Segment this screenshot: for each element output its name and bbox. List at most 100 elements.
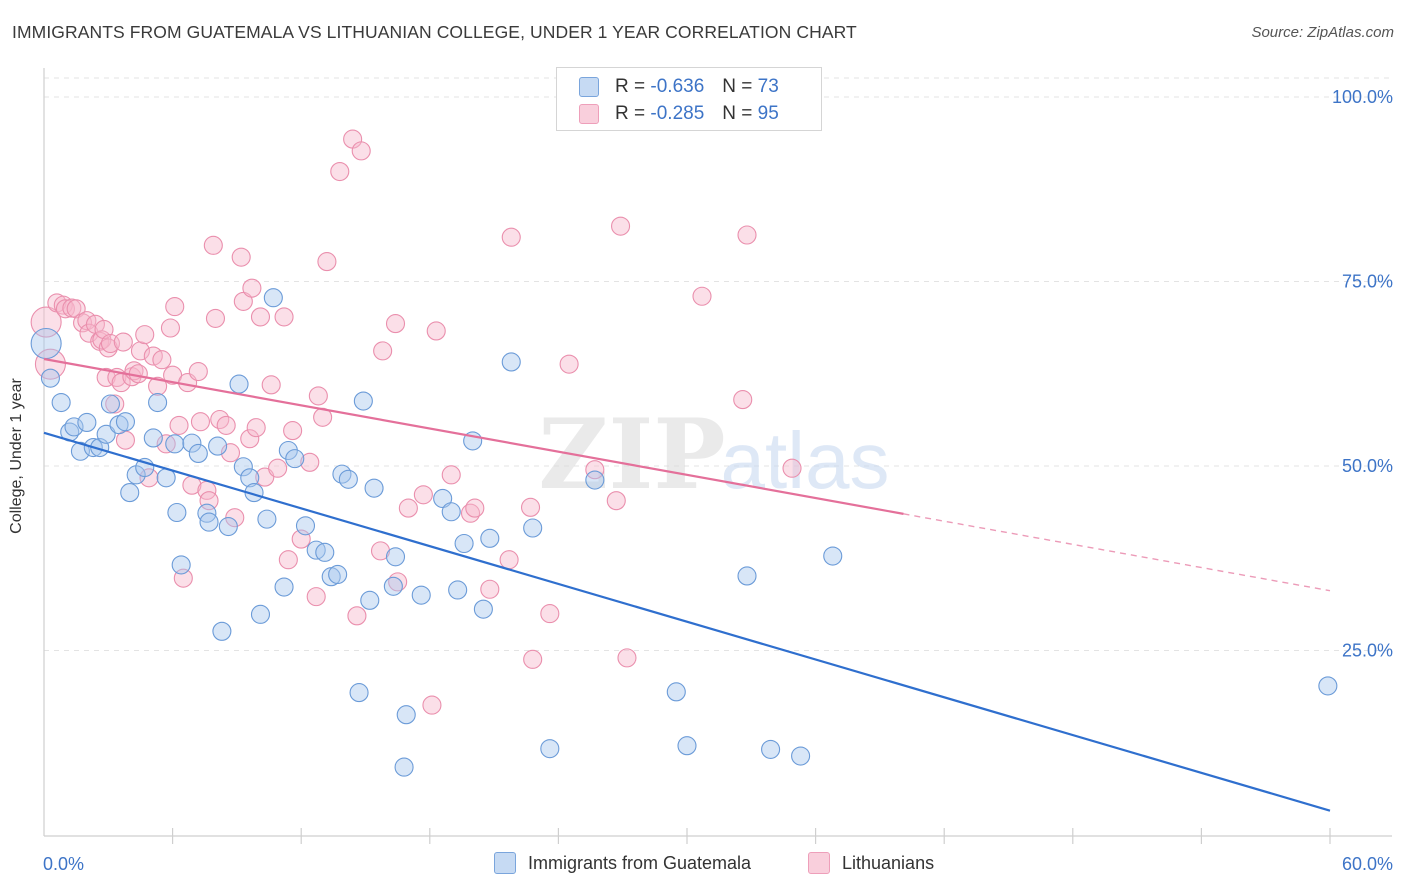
guatemala-point (585, 470, 605, 490)
lithuanians-point (94, 319, 114, 340)
guatemala-point (64, 417, 84, 437)
lithuanians-point (733, 390, 753, 410)
guatemala-point (30, 327, 62, 360)
guatemala-point (100, 394, 120, 414)
guatemala-point (167, 502, 187, 523)
guatemala-point (274, 577, 294, 597)
lithuanians-point (203, 235, 223, 255)
guatemala-point (454, 533, 474, 554)
guatemala-point (285, 449, 305, 469)
guatemala-point (165, 434, 185, 454)
lithuanians-point (130, 341, 150, 361)
guatemala-point (115, 412, 135, 432)
lithuanians-point (501, 227, 521, 247)
lithuanians-point (283, 421, 303, 441)
guatemala-point (353, 391, 373, 411)
lithuanians-point (55, 299, 75, 319)
legend-item-guatemala: Immigrants from Guatemala (494, 852, 751, 874)
y-tick-label: 75.0% (1342, 272, 1393, 292)
legend-swatch-blue (494, 852, 516, 874)
lithuanians-point (559, 354, 579, 374)
lithuanians-point (422, 695, 442, 715)
x-tick-label: 0.0% (43, 854, 84, 874)
guatemala-point (394, 757, 414, 777)
watermark-atlas: atlas (721, 416, 890, 505)
lithuanians-point (465, 498, 485, 518)
lithuanians-point (692, 286, 712, 306)
stats-legend-row-lithuanians: R = -0.285 N = 95 (579, 102, 779, 126)
guatemala-point (229, 374, 249, 394)
lithuanians-point (617, 648, 637, 668)
legend-r-label: R = (615, 103, 646, 124)
guatemala-point (523, 518, 543, 538)
guatemala-point (540, 739, 560, 759)
lithuanians-point (242, 278, 262, 298)
guatemala-point (240, 468, 260, 488)
lithuanians-point (737, 225, 757, 245)
x-tick-label: 60.0% (1342, 854, 1393, 874)
guatemala-point (448, 580, 468, 600)
lithuanians-point (165, 297, 185, 317)
grid-lines (44, 77, 1392, 651)
axes (43, 68, 1392, 844)
guatemala-point (761, 739, 781, 759)
legend-n-value: 73 (757, 76, 779, 97)
lithuanians-point (782, 458, 802, 478)
trend-lines (43, 357, 1331, 812)
lithuanians-trend-line-solid (43, 357, 904, 515)
guatemala-point (360, 590, 380, 610)
lithuanians-point (278, 550, 298, 570)
lithuanians-point (306, 587, 326, 607)
lithuanians-point (261, 375, 281, 395)
legend-n-label: N = (722, 76, 753, 97)
guatemala-point (171, 555, 191, 575)
lithuanians-point (169, 415, 189, 435)
guatemala-point (666, 682, 686, 702)
legend-n-label: N = (722, 103, 753, 124)
guatemala-point (263, 288, 283, 308)
lithuanians-point (160, 318, 181, 338)
lithuanians-point (233, 291, 253, 311)
lithuanians-point (370, 541, 391, 561)
x-tick-labels: 0.0% 60.0% (43, 854, 1393, 874)
guatemala-point (233, 457, 253, 477)
guatemala-point (791, 746, 811, 766)
guatemala-point (332, 464, 352, 484)
legend-label-lithuanians: Lithuanians (842, 852, 935, 873)
lithuanians-point (268, 458, 288, 478)
lithuanians-point (246, 418, 266, 438)
guatemala-point (199, 512, 219, 532)
series-guatemala-points (30, 288, 1338, 777)
guatemala-point (383, 576, 403, 596)
y-tick-label: 100.0% (1332, 87, 1393, 107)
lithuanians-point (499, 550, 519, 570)
guatemala-point (77, 412, 97, 433)
legend-label-guatemala: Immigrants from Guatemala (528, 852, 752, 873)
lithuanians-point (330, 161, 350, 182)
stats-legend-row-guatemala: R = -0.636 N = 73 (579, 75, 779, 99)
legend-swatch-blue (579, 77, 599, 97)
guatemala-point (328, 564, 348, 585)
series-lithuanians-points (30, 129, 802, 715)
lithuanians-point (105, 394, 125, 414)
guatemala-point (1318, 676, 1338, 696)
legend-r-value: -0.636 (650, 76, 705, 97)
lithuanians-point (148, 376, 168, 396)
y-tick-labels: 25.0% 50.0% 75.0% 100.0% (1332, 87, 1393, 661)
lithuanians-point (250, 307, 271, 327)
lithuanians-point (441, 465, 461, 485)
guatemala-point (148, 392, 168, 413)
lithuanians-point (413, 485, 433, 505)
lithuanians-point (274, 307, 294, 327)
guatemala-point (250, 604, 271, 624)
guatemala-point (480, 528, 500, 548)
guatemala-point (188, 443, 208, 464)
guatemala-point (501, 352, 521, 372)
lithuanians-point (540, 604, 560, 624)
lithuanians-point (135, 325, 155, 345)
lithuanians-point (426, 321, 446, 341)
lithuanians-point (611, 216, 631, 236)
guatemala-point (212, 621, 232, 641)
lithuanians-point (240, 429, 260, 449)
guatemala-point (396, 705, 416, 725)
